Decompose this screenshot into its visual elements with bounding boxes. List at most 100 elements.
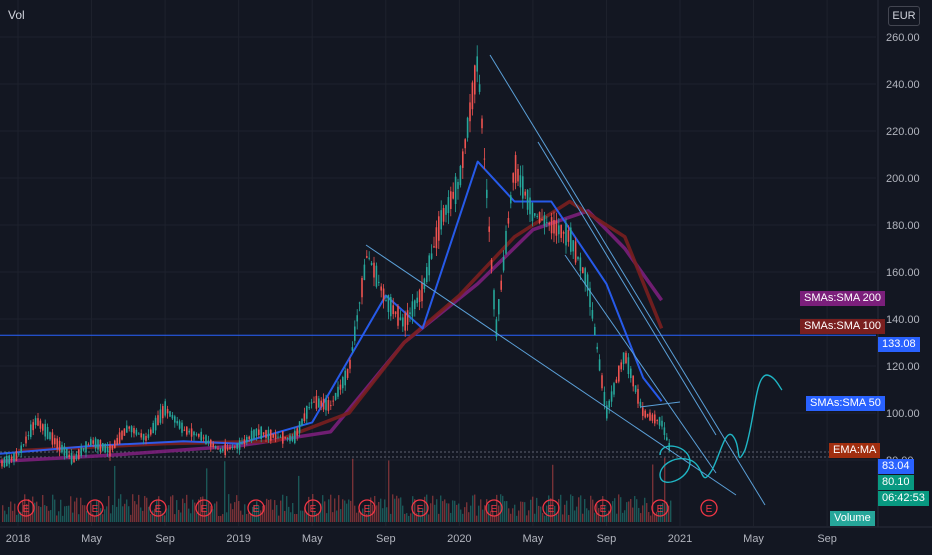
volume-bar [458,503,460,522]
candle-body [169,411,171,417]
volume-bar [20,511,22,522]
volume-bar [76,497,78,522]
candle-body [226,447,229,450]
volume-bar [226,512,228,522]
volume-bar [48,510,50,522]
volume-bar [262,505,264,522]
volume-bar [574,510,576,522]
candle-body [351,347,354,351]
candle-body [550,217,553,234]
candle-body [109,444,111,457]
earnings-marker [86,499,104,517]
candle-body [610,391,613,402]
candle-body [618,365,620,382]
volume-bar [6,514,8,522]
volume-bar [284,510,286,522]
candle-body [474,65,476,95]
volume-bar [426,494,428,522]
candle-body [658,417,661,426]
candle-body [171,414,174,419]
volume-bar [268,499,270,522]
volume-bar [370,497,372,522]
volume-bar [88,512,90,522]
volume-bar [114,465,116,522]
candle-body [284,437,286,439]
volume-bar [98,500,100,522]
candle-body [106,446,109,453]
volume-bar [264,505,266,522]
candle-body [8,455,10,465]
candle-body [567,230,570,242]
candle-body [562,231,565,234]
volume-bar [338,495,340,522]
candle-body [349,359,351,369]
volume-bar [628,501,630,522]
volume-bar [510,513,512,522]
candle-body [102,443,104,451]
candle-body [310,402,313,404]
volume-bar [116,506,118,522]
candle-body [625,352,627,364]
volume-bar [610,509,612,522]
currency-button[interactable]: EUR [888,6,920,26]
candle-body [598,359,601,371]
volume-bar [582,513,584,522]
volume-bar [286,496,288,522]
volume-bar [342,499,344,522]
candle-body [186,426,188,435]
candle-body [390,296,392,317]
volume-bar [626,502,628,522]
volume-bar [198,499,200,522]
volume-bar [324,501,326,522]
volume-bar [292,503,294,522]
candle-body [428,255,430,276]
candle-body [574,241,577,263]
candle-body [255,428,258,436]
candle-body [123,428,126,436]
volume-bar [240,510,242,522]
candle-body [222,448,224,452]
candle-body [296,428,298,436]
candle-body [536,215,538,217]
candle-body [145,436,147,441]
x-tick-label: May [302,533,323,545]
volume-bar [606,513,608,522]
earnings-marker [651,499,669,517]
candle-body [325,399,327,411]
candle-body [654,414,656,424]
volume-bar [368,504,370,522]
volume-bar [246,514,248,522]
volume-bar [660,504,662,522]
candle-body [32,422,34,431]
volume-bar [604,505,606,522]
volume-bar [130,514,132,522]
volume-bar [332,512,334,522]
candle-body [174,416,176,423]
candle-body [46,426,49,439]
volume-bar [38,506,40,522]
volume-bar [592,499,594,522]
candle-body [75,453,78,460]
volume-bar [74,501,76,522]
candle-body [579,257,582,271]
candle-body [30,424,32,438]
candle-body [82,448,85,451]
volume-bar [608,510,610,522]
candle-body [517,168,519,182]
volume-bar [378,501,380,522]
earnings-marker [700,499,718,517]
candle-body [399,317,402,321]
volume-bar [244,504,246,522]
volume-bar [260,510,262,522]
candle-body [543,215,546,226]
candle-body [466,117,469,138]
candle-body [116,437,118,445]
volume-bar [174,514,176,522]
volume-bar [56,515,58,522]
candle-body [61,444,63,453]
candle-body [20,445,22,453]
volume-bar [170,496,172,522]
volume-bar [106,506,108,522]
